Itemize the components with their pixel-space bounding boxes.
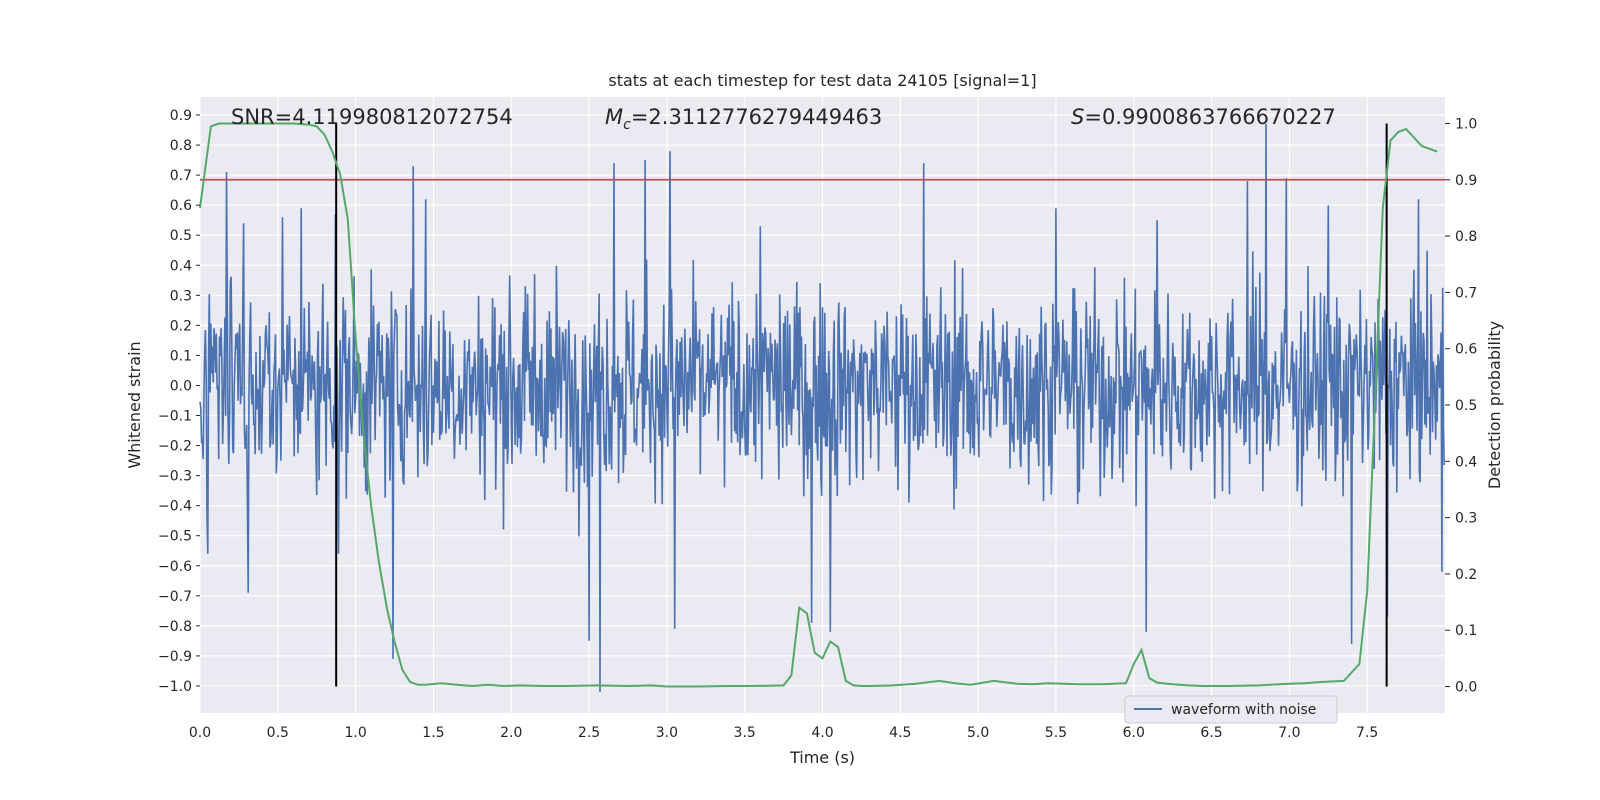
y-tick-label: 0.5 — [170, 228, 192, 244]
x-tick-label: 2.0 — [500, 725, 522, 741]
y-tick-label: −0.4 — [158, 499, 192, 515]
mc-symbol: M — [605, 105, 623, 129]
y-tick-label: −0.5 — [158, 529, 192, 545]
x-tick-label: 3.5 — [734, 725, 756, 741]
y2-tick-label: 0.7 — [1455, 285, 1477, 301]
legend-box — [1124, 695, 1338, 724]
waveform-line — [199, 123, 1445, 693]
legend: waveform with noise — [1124, 695, 1338, 724]
y-ticks: 0.9 0.8 0.7 0.6 0.5 0.4 0.3 0.2 0.1 0.0 −0.1 −0.2 −0… — [158, 108, 200, 695]
y2-tick-label: 0.2 — [1455, 567, 1477, 583]
y2-tick-label: 0.5 — [1455, 398, 1477, 414]
y-tick-label: 0.0 — [170, 378, 192, 394]
x-tick-label: 6.0 — [1123, 725, 1145, 741]
y2-tick-label: 0.0 — [1455, 680, 1477, 696]
y2-axis-label: Detection probability — [1485, 321, 1504, 489]
x-tick-label: 1.0 — [344, 725, 366, 741]
y-tick-label: −1.0 — [158, 679, 192, 695]
x-tick-label: 0.0 — [189, 725, 211, 741]
y-tick-label: −0.9 — [158, 649, 192, 665]
y-tick-label: −0.7 — [158, 589, 192, 605]
y-tick-label: −0.6 — [158, 559, 192, 575]
chirp-mass-annotation: Mc=2.3112776279449463 — [605, 105, 882, 133]
x-tick-label: 4.5 — [889, 725, 911, 741]
y-tick-label: 0.9 — [170, 108, 192, 124]
x-tick-label: 4.0 — [811, 725, 833, 741]
probability-line — [199, 122, 1438, 688]
mc-subscript: c — [623, 117, 631, 133]
x-tick-label: 2.5 — [578, 725, 600, 741]
s-symbol: S — [1071, 105, 1084, 129]
mc-value: =2.3112776279449463 — [631, 105, 882, 129]
x-tick-label: 7.0 — [1278, 725, 1300, 741]
y-tick-label: −0.2 — [158, 439, 192, 455]
y-tick-label: −0.8 — [158, 619, 192, 635]
y2-tick-label: 0.8 — [1455, 229, 1477, 245]
chart-title: stats at each timestep for test data 241… — [608, 71, 1036, 90]
x-tick-label: 6.5 — [1200, 725, 1222, 741]
y-tick-label: 0.1 — [170, 348, 192, 364]
y-tick-label: 0.8 — [170, 138, 192, 154]
x-tick-label: 3.0 — [656, 725, 678, 741]
probability-series — [199, 122, 1438, 688]
y-tick-label: −0.1 — [158, 409, 192, 425]
x-tick-label: 1.5 — [422, 725, 444, 741]
x-tick-label: 5.5 — [1045, 725, 1067, 741]
y2-tick-label: 0.1 — [1455, 623, 1477, 639]
x-ticks: 0.0 0.5 1.0 1.5 2.0 2.5 3.0 3.5 4.0 4.5 5.0 5.5 6.0 6… — [189, 725, 1378, 741]
y-tick-label: −0.3 — [158, 469, 192, 485]
s-annotation: S=0.9900863766670227 — [1071, 105, 1336, 129]
y-tick-label: 0.4 — [170, 258, 192, 274]
waveform-series — [199, 123, 1445, 693]
y2-tick-label: 0.6 — [1455, 342, 1477, 358]
x-tick-label: 5.0 — [967, 725, 989, 741]
y2-tick-label: 0.3 — [1455, 511, 1477, 527]
y2-tick-label: 0.9 — [1455, 173, 1477, 189]
y-tick-label: 0.7 — [170, 168, 192, 184]
y2-ticks: 1.0 0.9 0.8 0.7 0.6 0.5 0.4 0.3 0.2 0.1 0.0 — [1445, 116, 1477, 696]
x-tick-label: 0.5 — [267, 725, 289, 741]
reference-lines — [200, 123, 1445, 687]
y2-tick-label: 1.0 — [1455, 116, 1477, 132]
y-tick-label: 0.3 — [170, 288, 192, 304]
y-axis-label: Whitened strain — [125, 341, 144, 468]
y-tick-label: 0.6 — [170, 198, 192, 214]
y-tick-label: 0.2 — [170, 318, 192, 334]
snr-annotation: SNR=4.119980812072754 — [231, 105, 513, 129]
legend-label: waveform with noise — [1171, 702, 1316, 718]
s-value: =0.9900863766670227 — [1084, 105, 1335, 129]
y2-tick-label: 0.4 — [1455, 454, 1477, 470]
x-axis-label: Time (s) — [789, 748, 855, 767]
x-tick-label: 7.5 — [1356, 725, 1378, 741]
